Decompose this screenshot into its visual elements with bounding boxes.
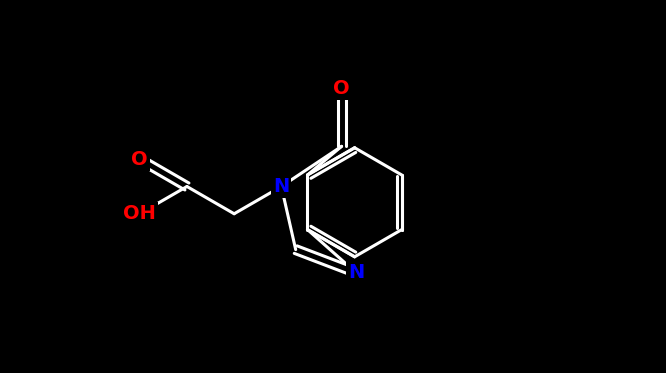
Text: N: N bbox=[348, 263, 364, 282]
Text: OH: OH bbox=[123, 204, 156, 223]
Text: O: O bbox=[333, 79, 350, 98]
Text: O: O bbox=[131, 150, 148, 169]
Text: N: N bbox=[273, 177, 290, 196]
